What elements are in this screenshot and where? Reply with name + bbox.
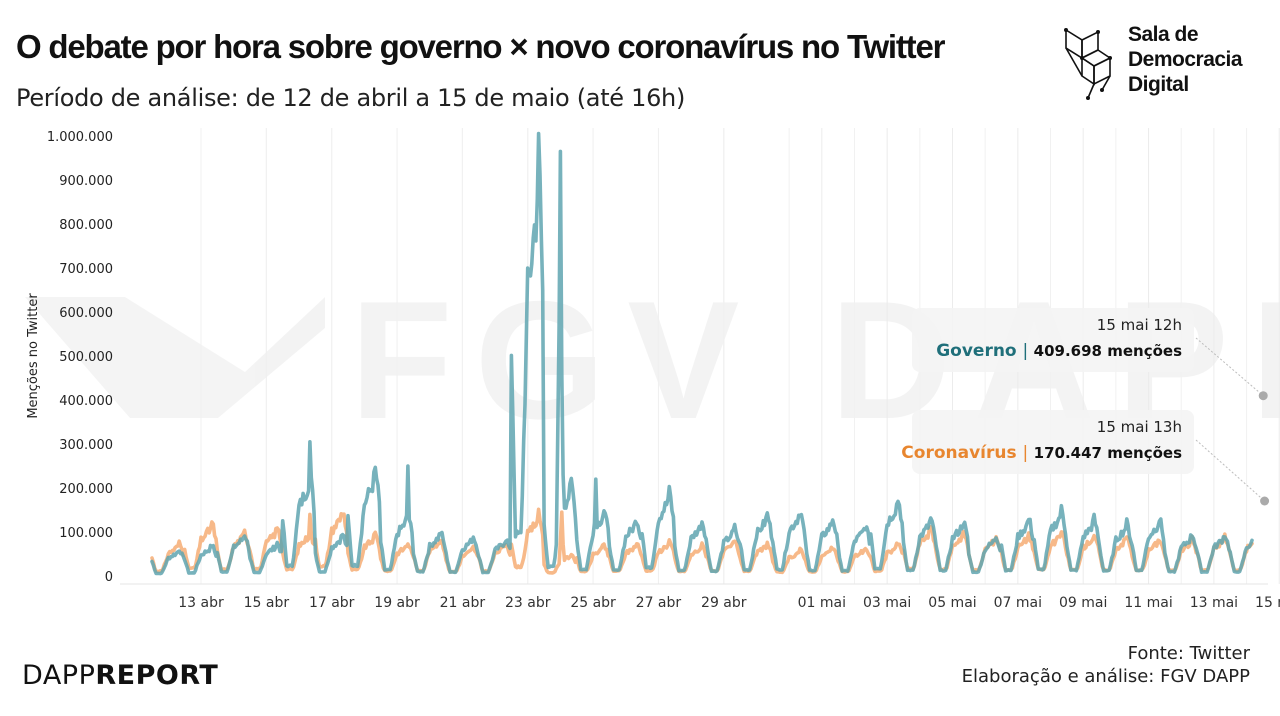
x-tick-label: 05 mai [928,595,976,611]
logo-line-1: Sala de [1128,23,1199,46]
annotation-governo: 15 mai 12h Governo | 409.698 menções [912,308,1268,401]
x-tick-label: 09 mai [1059,595,1107,611]
credits-text: Elaboração e análise: FGV DAPP [961,666,1250,687]
annotation-separator: | [1023,443,1034,463]
x-tick-label: 25 abr [570,595,616,611]
y-tick-label: 600.000 [59,306,113,321]
annotation-time: 15 mai 13h [1097,418,1182,436]
annotation-box [912,308,1194,372]
y-tick-label: 500.000 [59,350,113,365]
annotation-leader [1195,337,1264,397]
footer-credits: Fonte: Twitter Elaboração e análise: FGV… [962,642,1250,688]
x-tick-label: 01 mai [798,595,846,611]
y-tick-label: 400.000 [59,394,113,409]
source-text: Fonte: Twitter [1127,643,1250,664]
x-tick-label: 03 mai [863,595,911,611]
annotation-box [912,410,1194,474]
logo-line-2: Democracia [1128,48,1243,71]
x-tick-label: 13 mai [1190,595,1238,611]
line-chart: FGV DAPP 0100.000200.000300.000400.00050… [25,128,1280,611]
annotation-value: Coronavírus | 170.447 menções [901,443,1182,463]
logo-text: Sala de Democracia Digital [1128,22,1243,97]
annotation-count: 409.698 menções [1034,342,1182,360]
x-tick-label: 15 mai [1255,595,1280,611]
x-tick-label: 21 abr [440,595,486,611]
network-cube-icon [1064,28,1112,100]
annotation-time: 15 mai 12h [1097,316,1182,334]
y-tick-label: 0 [105,570,113,585]
y-tick-label: 300.000 [59,438,113,453]
x-tick-label: 29 abr [701,595,747,611]
annotation-coronavirus: 15 mai 13h Coronavírus | 170.447 menções [901,410,1270,506]
y-tick-label: 800.000 [59,218,113,233]
annotation-count: 170.447 menções [1034,444,1182,462]
brand-bold: REPORT [95,660,219,691]
sala-democracia-digital-logo: Sala de Democracia Digital [1060,22,1270,102]
chart-subtitle: Período de análise: de 12 de abril a 15 … [16,84,686,112]
annotation-series-name: Coronavírus [901,443,1022,463]
y-tick-label: 700.000 [59,262,113,277]
y-tick-label: 100.000 [59,526,113,541]
annotation-series-name: Governo [936,341,1022,361]
y-tick-label: 200.000 [59,482,113,497]
dapp-report-brand: DAPPREPORT [22,660,218,691]
x-tick-label: 15 abr [244,595,290,611]
x-tick-label: 19 abr [374,595,420,611]
series-line-governo [150,131,1254,576]
brand-light: DAPP [22,660,96,691]
x-tick-label: 07 mai [994,595,1042,611]
fgv-chevron-logo [25,297,325,418]
y-axis-label: Menções no Twitter [26,293,41,419]
x-tick-label: 13 abr [178,595,224,611]
annotation-value: Governo | 409.698 menções [936,341,1182,361]
logo-line-3: Digital [1128,73,1189,96]
annotation-marker [1258,391,1268,401]
y-tick-label: 900.000 [59,174,113,189]
chart-title: O debate por hora sobre governo × novo c… [16,28,945,65]
x-tick-label: 23 abr [505,595,551,611]
annotation-leader [1195,439,1265,502]
x-tick-label: 27 abr [636,595,682,611]
y-tick-label: 1.000.000 [47,130,113,145]
x-tick-label: 11 mai [1124,595,1172,611]
annotation-marker [1260,496,1270,506]
annotation-separator: | [1023,341,1034,361]
x-tick-label: 17 abr [309,595,355,611]
